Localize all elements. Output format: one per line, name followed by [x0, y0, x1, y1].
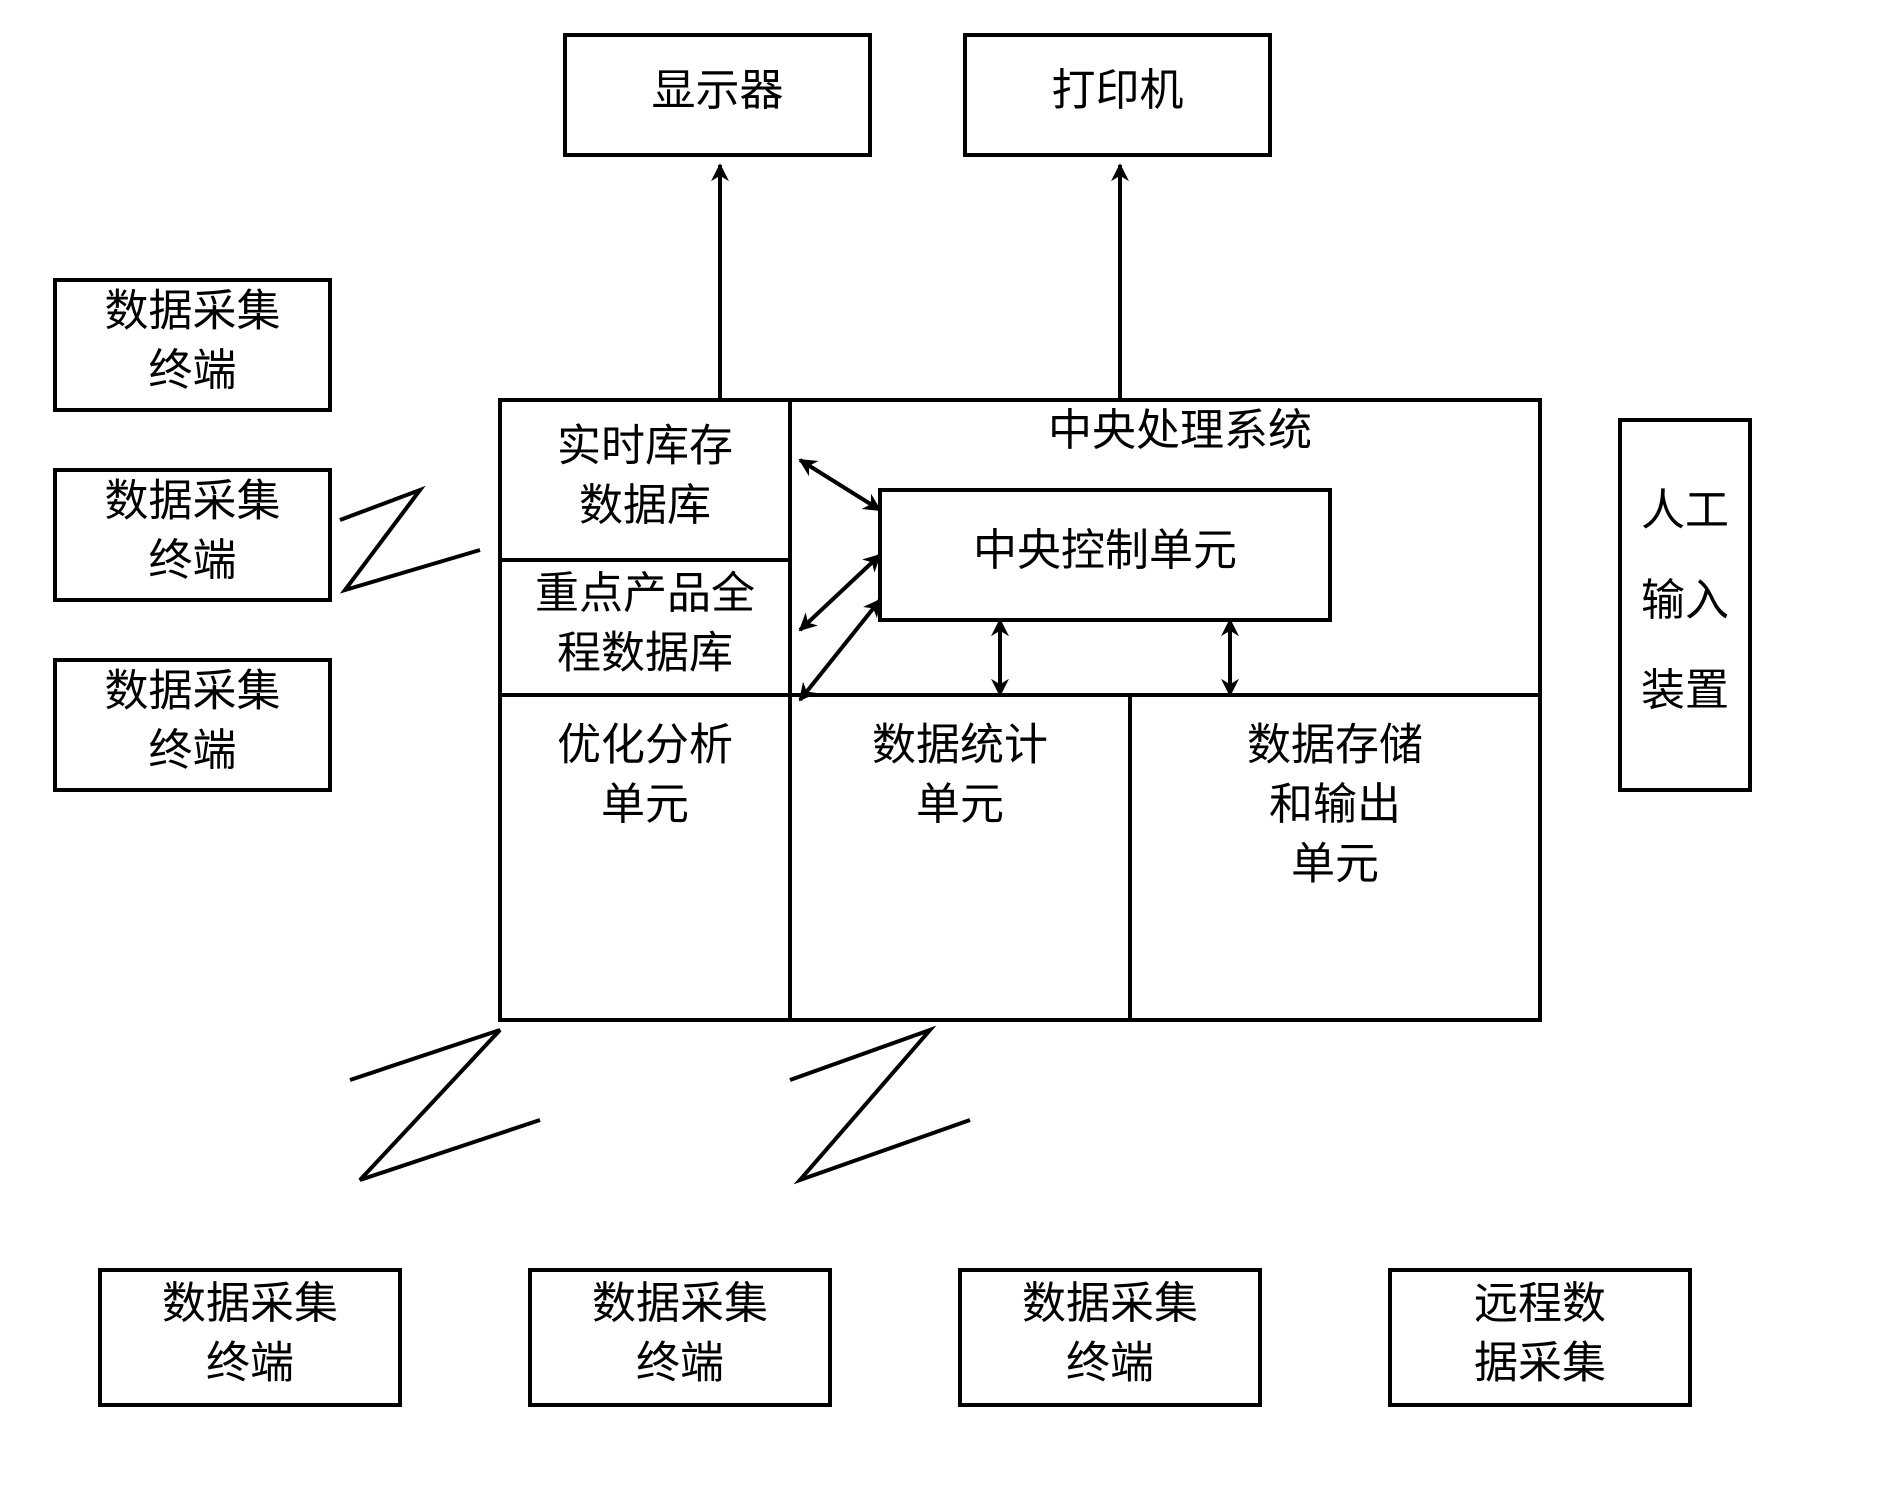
node-label: 数据采集	[1022, 1279, 1198, 1328]
diagram-canvas: 显示器打印机数据采集终端数据采集终端数据采集终端人工输入装置中央处理系统实时库存…	[0, 0, 1900, 1502]
node-label: 数据采集	[592, 1279, 768, 1328]
node-label: 实时库存	[557, 421, 733, 470]
wireless-zigzag-icon	[790, 1030, 970, 1180]
node-dc_bot_3: 数据采集终端	[960, 1270, 1260, 1405]
node-opt_unit: 优化分析单元	[500, 695, 790, 1020]
node-label: 数据库	[579, 481, 711, 530]
node-label: 据采集	[1474, 1338, 1606, 1387]
edge-arrow	[800, 600, 880, 700]
node-stat_unit: 数据统计单元	[790, 695, 1130, 1020]
node-printer: 打印机	[965, 35, 1270, 155]
node-label: 终端	[636, 1338, 724, 1387]
node-label: 显示器	[652, 66, 784, 115]
node-label: 输入	[1641, 576, 1729, 625]
edge-arrow	[800, 460, 880, 510]
node-label: 装置	[1641, 666, 1729, 715]
wireless-zigzag-icon	[350, 1030, 540, 1180]
node-label: 重点产品全	[535, 569, 755, 618]
node-label: 打印机	[1052, 66, 1184, 115]
node-label: 终端	[206, 1338, 294, 1387]
node-label: 中央处理系统	[1048, 406, 1312, 455]
node-display: 显示器	[565, 35, 870, 155]
node-label: 程数据库	[557, 628, 733, 677]
node-label: 优化分析	[557, 721, 733, 770]
node-cps_label: 中央处理系统	[1048, 406, 1312, 455]
node-label: 数据采集	[162, 1279, 338, 1328]
node-label: 数据采集	[105, 666, 281, 715]
node-dc_left_2: 数据采集终端	[55, 470, 330, 600]
node-store_unit: 数据存储和输出单元	[1130, 695, 1540, 1020]
node-manual_input: 人工输入装置	[1620, 420, 1750, 790]
node-dc_bot_1: 数据采集终端	[100, 1270, 400, 1405]
node-label: 人工	[1641, 486, 1729, 535]
node-label: 数据统计	[872, 721, 1048, 770]
node-dc_left_1: 数据采集终端	[55, 280, 330, 410]
node-remote_dc: 远程数据采集	[1390, 1270, 1690, 1405]
wireless-zigzag-icon	[340, 490, 480, 590]
node-ccu: 中央控制单元	[880, 490, 1330, 620]
node-key_db: 重点产品全程数据库	[500, 560, 790, 695]
node-label: 终端	[149, 726, 237, 775]
node-label: 单元	[601, 780, 689, 829]
node-dc_bot_2: 数据采集终端	[530, 1270, 830, 1405]
node-label: 终端	[149, 536, 237, 585]
node-label: 中央控制单元	[973, 526, 1237, 575]
node-label: 远程数	[1474, 1279, 1606, 1328]
node-label: 单元	[1291, 839, 1379, 888]
node-label: 数据采集	[105, 286, 281, 335]
node-label: 终端	[1066, 1338, 1154, 1387]
node-label: 单元	[916, 780, 1004, 829]
node-label: 终端	[149, 346, 237, 395]
node-rt_db: 实时库存数据库	[500, 400, 790, 560]
node-label: 数据采集	[105, 476, 281, 525]
node-label: 数据存储	[1247, 721, 1423, 770]
node-label: 和输出	[1269, 780, 1401, 829]
node-dc_left_3: 数据采集终端	[55, 660, 330, 790]
edge-arrow	[800, 555, 880, 630]
